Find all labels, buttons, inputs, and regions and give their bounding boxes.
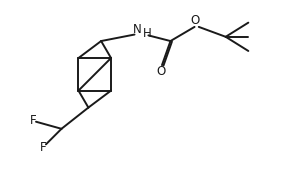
Text: N: N — [133, 23, 142, 36]
Text: F: F — [30, 114, 37, 127]
Text: H: H — [143, 27, 151, 40]
Text: F: F — [40, 141, 46, 154]
Text: O: O — [191, 14, 200, 27]
Text: O: O — [157, 65, 166, 78]
